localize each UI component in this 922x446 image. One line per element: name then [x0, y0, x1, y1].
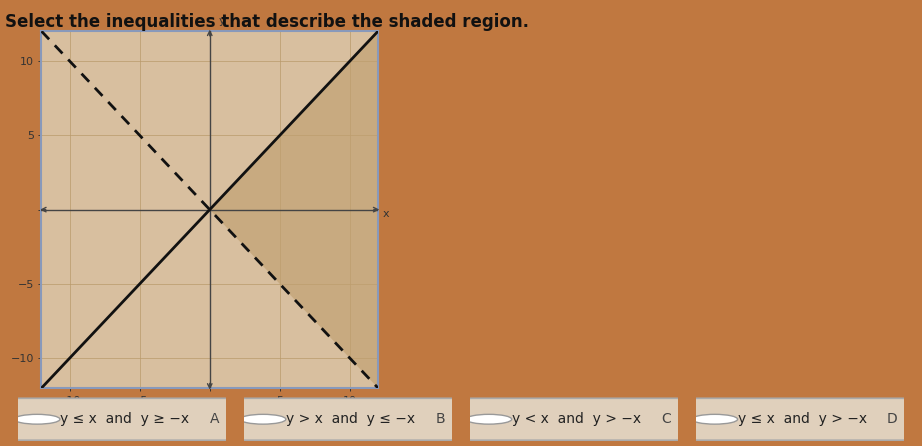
Circle shape	[14, 414, 60, 424]
Circle shape	[466, 414, 512, 424]
Polygon shape	[209, 31, 378, 388]
Text: D: D	[887, 412, 897, 426]
FancyBboxPatch shape	[688, 398, 912, 440]
Circle shape	[240, 414, 286, 424]
Text: B: B	[436, 412, 445, 426]
Text: Select the inequalities that describe the shaded region.: Select the inequalities that describe th…	[5, 13, 528, 31]
Text: y < x  and  y > −x: y < x and y > −x	[512, 412, 641, 426]
Text: y ≤ x  and  y > −x: y ≤ x and y > −x	[738, 412, 867, 426]
Text: C: C	[662, 412, 671, 426]
Circle shape	[692, 414, 738, 424]
Text: y > x  and  y ≤ −x: y > x and y ≤ −x	[286, 412, 415, 426]
Text: y ≤ x  and  y ≥ −x: y ≤ x and y ≥ −x	[60, 412, 189, 426]
Text: x: x	[383, 209, 390, 219]
FancyBboxPatch shape	[10, 398, 234, 440]
FancyBboxPatch shape	[462, 398, 686, 440]
Text: A: A	[210, 412, 219, 426]
Text: y: y	[219, 16, 225, 26]
FancyBboxPatch shape	[236, 398, 460, 440]
